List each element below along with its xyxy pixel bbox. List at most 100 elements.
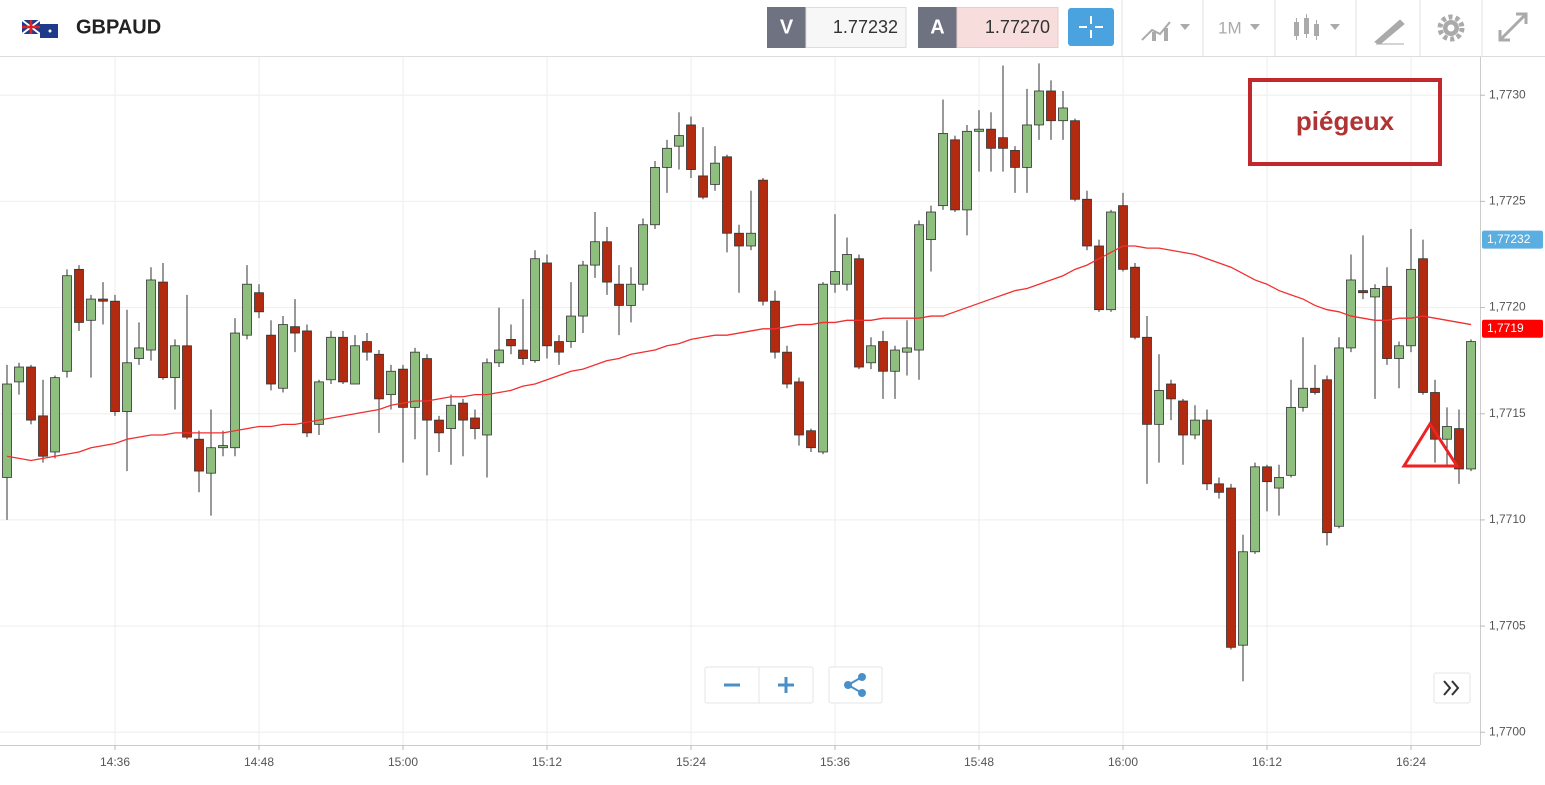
settings-button[interactable] [1437, 14, 1465, 42]
candle-body [902, 347, 912, 353]
crosshair-icon [1079, 16, 1103, 38]
candle-body [386, 370, 396, 396]
candle-body [194, 438, 204, 472]
bid-box[interactable] [805, 7, 907, 48]
candle-body [98, 298, 108, 302]
candle-body [1322, 379, 1332, 534]
candle-body [338, 336, 348, 383]
ask-box[interactable] [956, 7, 1059, 48]
candle-body [362, 341, 372, 353]
candle-body [1394, 345, 1404, 359]
candle-body [326, 336, 336, 381]
candle-body [650, 167, 660, 226]
candle-type-button[interactable] [1294, 14, 1340, 40]
candle-body [758, 179, 768, 302]
candle-body [38, 415, 48, 457]
x-tick-label: 15:48 [964, 755, 994, 769]
candle-body [890, 349, 900, 372]
candle-body [266, 334, 276, 385]
candle-body [1214, 483, 1224, 493]
candle-body [1130, 266, 1140, 338]
candle-body [710, 162, 720, 185]
candle-body [434, 419, 444, 434]
crosshair-button[interactable] [1068, 8, 1114, 46]
candle-body [1202, 419, 1212, 485]
zoom-in[interactable] [778, 677, 794, 693]
candle-body [1046, 90, 1056, 122]
candle-body [818, 283, 828, 453]
overlay: 1,77232 1,7719 [6, 230, 1543, 462]
candle-body [722, 156, 732, 234]
candle-body [1154, 389, 1164, 425]
fullscreen-button[interactable] [1498, 12, 1528, 42]
annotation-triangle [1401, 421, 1460, 468]
candle-body [158, 281, 168, 379]
candle-body [998, 137, 1008, 149]
ask-price: 1.77270 [985, 17, 1050, 37]
timeframe-button[interactable]: 1M [1218, 18, 1242, 37]
candle-body [470, 417, 480, 430]
candle-body [1166, 383, 1176, 400]
zoom-controls [704, 666, 1471, 704]
candle-body [662, 147, 672, 168]
candle-body [110, 300, 120, 413]
candle-body [2, 383, 12, 478]
candle-body [530, 258, 540, 362]
candle-body [446, 404, 456, 430]
candle-body [290, 326, 300, 334]
candle-body [1370, 288, 1380, 298]
candle-body [1178, 400, 1188, 436]
candle-body [842, 254, 852, 285]
chart-type-button[interactable] [1141, 21, 1190, 41]
candle-body [554, 341, 564, 353]
candle-body [1262, 466, 1272, 483]
candle-body [230, 332, 240, 449]
candle-body [614, 283, 624, 306]
x-tick-label: 15:36 [820, 755, 850, 769]
bid-button[interactable] [767, 7, 806, 48]
candle-body [1226, 487, 1236, 648]
candle-body [1082, 198, 1092, 247]
toolbar: GBPAUD V 1.77232 A 1.77270 1M [0, 0, 1545, 57]
flag-star [48, 29, 52, 33]
candle-body [1058, 107, 1068, 122]
candle-body [830, 271, 840, 285]
candle-body [1142, 336, 1152, 425]
candle-body [50, 377, 60, 453]
candle-body [146, 279, 156, 351]
candle-body [938, 133, 948, 207]
candle-body [1070, 120, 1080, 200]
candle-body [1406, 268, 1416, 347]
candle-body [1118, 205, 1128, 270]
candle-body [1466, 341, 1476, 470]
candle-body [518, 349, 528, 359]
scroll-end-button[interactable] [1433, 672, 1471, 704]
candle-body [1034, 90, 1044, 126]
x-tick-label: 14:36 [100, 755, 130, 769]
annotation-box [1248, 78, 1442, 166]
price-label: 1,7719 [1487, 321, 1524, 335]
draw-button[interactable] [1374, 19, 1405, 45]
candle-body [794, 381, 804, 436]
candle-body [1286, 406, 1296, 476]
candle-body [482, 362, 492, 436]
candle-body [134, 347, 144, 359]
candle-body [1382, 285, 1392, 359]
candle-body [350, 345, 360, 385]
candle-body [1094, 245, 1104, 311]
y-tick-label: 1,7730 [1489, 87, 1526, 101]
bid-label: V [780, 16, 794, 38]
candle-body [866, 345, 876, 364]
ask-button[interactable] [918, 7, 957, 48]
candle-body [962, 130, 972, 211]
share-box[interactable] [828, 666, 883, 704]
candle-body [422, 358, 432, 421]
candle-body [122, 362, 132, 413]
candle-body [1358, 290, 1368, 294]
x-tick-label: 15:24 [676, 755, 706, 769]
y-tick-label: 1,7710 [1489, 512, 1526, 526]
candle-body [506, 339, 516, 347]
y-tick-label: 1,7725 [1489, 194, 1526, 208]
